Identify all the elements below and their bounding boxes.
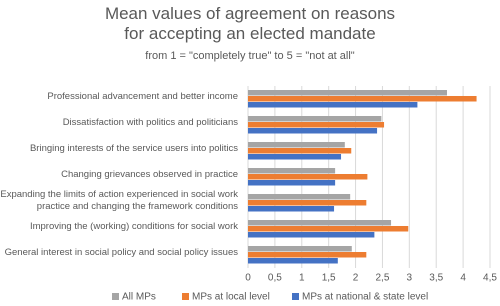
bar (248, 226, 409, 232)
bar (248, 128, 378, 134)
bar (248, 174, 368, 180)
bar (248, 122, 385, 128)
legend-swatch (182, 293, 189, 300)
bar (248, 246, 352, 252)
chart-title: Mean values of agreement on reasons for … (104, 4, 396, 43)
bar (248, 142, 345, 148)
x-tick-label: 1,5 (322, 273, 336, 284)
x-tick-label: 0 (245, 273, 251, 284)
bar (248, 180, 336, 186)
legend-swatch (112, 293, 119, 300)
y-tick-label: Improving the (working) conditions for s… (29, 221, 238, 232)
x-tick-label: 1 (299, 273, 305, 284)
y-tick-label: Changing grievances observed in practice (61, 169, 238, 180)
x-tick-label: 0,5 (268, 273, 282, 284)
x-tick-label: 2 (353, 273, 359, 284)
bar (248, 148, 352, 154)
legend-label: All MPs (122, 292, 156, 303)
bar (248, 206, 335, 212)
bar (248, 232, 375, 238)
x-tick-label: 3 (407, 273, 413, 284)
y-tick-label: Dissatisfaction with politics and politi… (62, 117, 238, 128)
legend-label: MPs at national & state level (302, 292, 428, 303)
chart-subtitle: from 1 = "completely true" to 5 = "not a… (145, 50, 355, 62)
bar (248, 194, 351, 200)
bar (248, 252, 367, 258)
bar (248, 220, 392, 226)
y-tick-label: Bringing interests of the service users … (29, 143, 238, 154)
x-tick-label: 2,5 (375, 273, 389, 284)
x-tick-label: 4,5 (483, 273, 497, 284)
bar (248, 168, 336, 174)
legend-label: MPs at local level (192, 292, 270, 303)
x-tick-label: 3,5 (429, 273, 443, 284)
y-tick-label: Professional advancement and better inco… (47, 91, 238, 102)
bar (248, 96, 477, 102)
bar (248, 102, 418, 108)
bar (248, 154, 342, 160)
x-tick-label: 4 (460, 273, 466, 284)
bar (248, 200, 367, 206)
y-tick-label: Expanding the limits of action experienc… (0, 189, 238, 212)
legend-swatch (292, 293, 299, 300)
bar (248, 90, 447, 96)
y-tick-label: General interest in social policy and so… (4, 247, 238, 258)
bar (248, 116, 382, 122)
bar (248, 258, 338, 264)
